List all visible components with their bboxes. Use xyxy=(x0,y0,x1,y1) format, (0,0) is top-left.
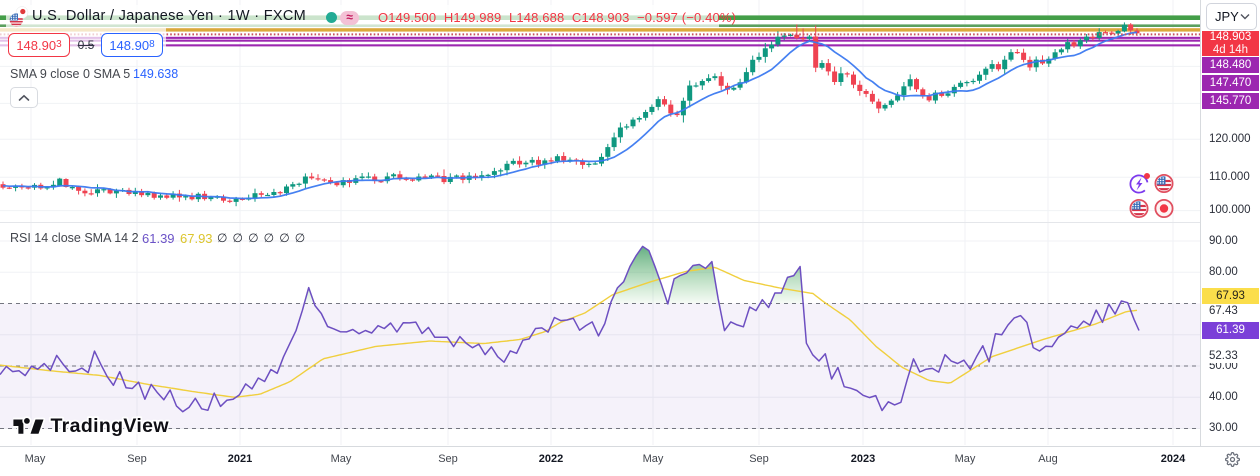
svg-text:TradingView: TradingView xyxy=(50,415,169,437)
